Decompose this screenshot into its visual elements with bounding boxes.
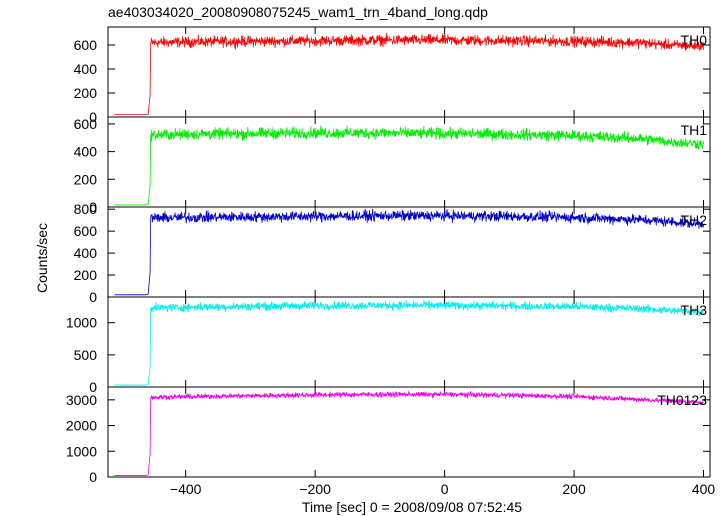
y-tick-label: 1000 (66, 315, 97, 331)
y-tick-label: 1000 (66, 443, 97, 459)
y-tick-label: 3000 (66, 392, 97, 408)
y-tick-label: 0 (89, 469, 97, 485)
series-line-th3 (114, 299, 704, 386)
panel-frame (107, 116, 711, 208)
y-tick-label: 200 (74, 85, 98, 101)
series-line-th0123 (114, 390, 704, 476)
x-tick-label: 400 (692, 481, 716, 497)
chart-title: ae403034020_20080908075245_wam1_trn_4ban… (108, 4, 488, 20)
panel-th0: 0 200 400 600 TH0 (74, 26, 711, 125)
panel-label-th2: TH2 (681, 212, 708, 228)
chart-panels: 0 200 400 600 TH0 0 200 400 600 TH1 0 200 400 600 800 T… (66, 26, 711, 485)
y-tick-label: 400 (74, 61, 98, 77)
y-tick-label: 0 (89, 379, 97, 395)
y-tick-label: 400 (74, 144, 98, 160)
series-line-th0 (114, 33, 704, 115)
x-axis-label: Time [sec] 0 = 2008/09/08 07:52:45 (302, 499, 522, 515)
y-tick-label: 600 (74, 223, 98, 239)
panel-label-th0123: TH0123 (657, 392, 707, 408)
y-tick-label: 800 (74, 201, 98, 217)
y-tick-label: 600 (74, 116, 98, 132)
panel-label-th3: TH3 (681, 302, 708, 318)
y-tick-label: 0 (89, 199, 97, 215)
panel-label-th0: TH0 (681, 32, 708, 48)
x-tick-label: −400 (170, 481, 202, 497)
y-tick-label: 500 (74, 347, 98, 363)
panel-th0123: 0 1000 2000 3000 TH0123 (66, 386, 711, 485)
y-tick-label: 0 (89, 289, 97, 305)
y-tick-label: 2000 (66, 418, 97, 434)
panel-th1: 0 200 400 600 TH1 (74, 116, 711, 215)
y-tick-label: 0 (89, 109, 97, 125)
y-tick-label: 400 (74, 245, 98, 261)
panel-frame (107, 386, 711, 478)
y-tick-label: 200 (74, 267, 98, 283)
series-line-th1 (114, 125, 704, 206)
x-tick-label: −200 (299, 481, 331, 497)
series-line-th2 (114, 208, 704, 296)
x-tick-label: 200 (562, 481, 586, 497)
x-axis: −400 −200 0 200 400 (170, 481, 716, 497)
panel-th2: 0 200 400 600 800 TH2 (74, 201, 711, 305)
panel-label-th1: TH1 (681, 122, 708, 138)
y-axis-label: Counts/sec (34, 223, 50, 293)
panel-th3: 0 500 1000 TH3 (66, 296, 711, 395)
y-tick-label: 600 (74, 37, 98, 53)
panel-frame (107, 296, 711, 388)
y-tick-label: 200 (74, 171, 98, 187)
x-tick-label: 0 (441, 481, 449, 497)
